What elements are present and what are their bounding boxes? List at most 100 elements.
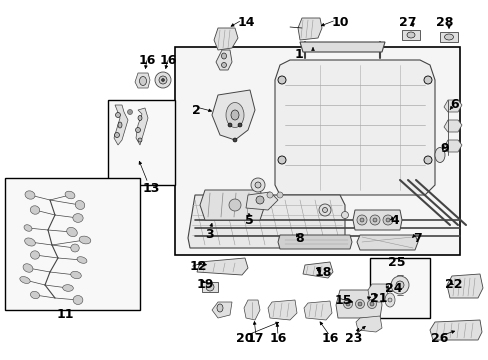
Polygon shape: [299, 42, 384, 52]
Text: 2: 2: [192, 104, 201, 117]
Ellipse shape: [341, 211, 348, 219]
Ellipse shape: [24, 238, 35, 246]
Ellipse shape: [369, 302, 373, 306]
Ellipse shape: [254, 182, 261, 188]
Ellipse shape: [346, 302, 349, 306]
Text: 19: 19: [197, 278, 214, 291]
Ellipse shape: [230, 110, 239, 120]
Polygon shape: [202, 282, 218, 292]
Ellipse shape: [23, 264, 33, 272]
Ellipse shape: [256, 196, 264, 204]
Text: 28: 28: [435, 15, 453, 28]
Ellipse shape: [367, 300, 376, 309]
Text: 21: 21: [369, 292, 386, 305]
Ellipse shape: [71, 244, 79, 252]
Text: 25: 25: [387, 256, 405, 270]
Text: 17: 17: [246, 332, 263, 345]
Text: 3: 3: [204, 229, 213, 242]
Ellipse shape: [161, 78, 164, 81]
Ellipse shape: [372, 218, 376, 222]
Ellipse shape: [138, 116, 142, 121]
Polygon shape: [443, 100, 461, 112]
Ellipse shape: [434, 148, 444, 162]
Polygon shape: [443, 140, 461, 152]
Ellipse shape: [385, 218, 389, 222]
Text: 14: 14: [238, 15, 255, 28]
Text: 4: 4: [389, 213, 398, 226]
Polygon shape: [197, 258, 247, 275]
Text: 23: 23: [345, 332, 362, 345]
Ellipse shape: [159, 76, 167, 84]
Bar: [369, 258, 429, 318]
Polygon shape: [267, 300, 296, 320]
Polygon shape: [439, 32, 457, 42]
Text: 10: 10: [331, 15, 349, 28]
Ellipse shape: [266, 192, 272, 198]
Bar: [108, 100, 175, 185]
Ellipse shape: [318, 204, 330, 216]
Polygon shape: [429, 320, 481, 340]
Text: 20: 20: [236, 332, 253, 345]
Text: 24: 24: [384, 282, 402, 294]
Text: 26: 26: [430, 332, 448, 345]
Ellipse shape: [73, 213, 83, 222]
Polygon shape: [297, 18, 321, 40]
Ellipse shape: [77, 257, 87, 263]
Ellipse shape: [276, 192, 283, 198]
Ellipse shape: [127, 109, 132, 114]
Text: 5: 5: [244, 213, 253, 226]
Ellipse shape: [221, 53, 226, 59]
Text: 16: 16: [321, 332, 338, 345]
Ellipse shape: [384, 293, 394, 307]
Bar: [5, 178, 140, 310]
Polygon shape: [278, 235, 351, 249]
Text: 8: 8: [294, 231, 303, 244]
Polygon shape: [244, 300, 260, 320]
Text: 16: 16: [269, 332, 286, 345]
Ellipse shape: [423, 156, 431, 164]
Text: 18: 18: [314, 266, 332, 279]
Ellipse shape: [390, 276, 408, 294]
Text: 16: 16: [138, 54, 155, 67]
Polygon shape: [245, 192, 278, 210]
Ellipse shape: [357, 302, 361, 306]
Ellipse shape: [62, 285, 73, 291]
Ellipse shape: [423, 76, 431, 84]
Polygon shape: [443, 120, 461, 132]
Text: 22: 22: [444, 279, 462, 292]
Text: 9: 9: [439, 141, 447, 154]
Polygon shape: [335, 290, 381, 318]
Polygon shape: [274, 60, 434, 195]
Ellipse shape: [73, 296, 82, 305]
Ellipse shape: [250, 178, 264, 192]
Ellipse shape: [30, 251, 40, 259]
Text: 11: 11: [56, 309, 74, 321]
Ellipse shape: [359, 218, 363, 222]
Ellipse shape: [444, 34, 452, 40]
Ellipse shape: [20, 276, 30, 283]
Ellipse shape: [369, 215, 379, 225]
Ellipse shape: [139, 77, 146, 85]
Polygon shape: [355, 316, 381, 332]
Ellipse shape: [79, 236, 91, 244]
Polygon shape: [214, 28, 238, 50]
Bar: [175, 47, 459, 255]
Ellipse shape: [118, 122, 122, 128]
Ellipse shape: [24, 225, 32, 231]
Ellipse shape: [71, 271, 81, 279]
Ellipse shape: [278, 156, 285, 164]
Polygon shape: [352, 210, 401, 230]
Ellipse shape: [238, 123, 242, 127]
Ellipse shape: [155, 72, 171, 88]
Polygon shape: [114, 105, 128, 145]
Polygon shape: [212, 90, 254, 140]
Polygon shape: [304, 301, 331, 320]
Ellipse shape: [205, 283, 214, 291]
Text: 15: 15: [334, 293, 352, 306]
Ellipse shape: [25, 191, 35, 199]
Text: 7: 7: [412, 231, 421, 244]
Ellipse shape: [65, 191, 75, 199]
Ellipse shape: [343, 300, 352, 309]
Ellipse shape: [382, 215, 392, 225]
Ellipse shape: [66, 228, 77, 237]
